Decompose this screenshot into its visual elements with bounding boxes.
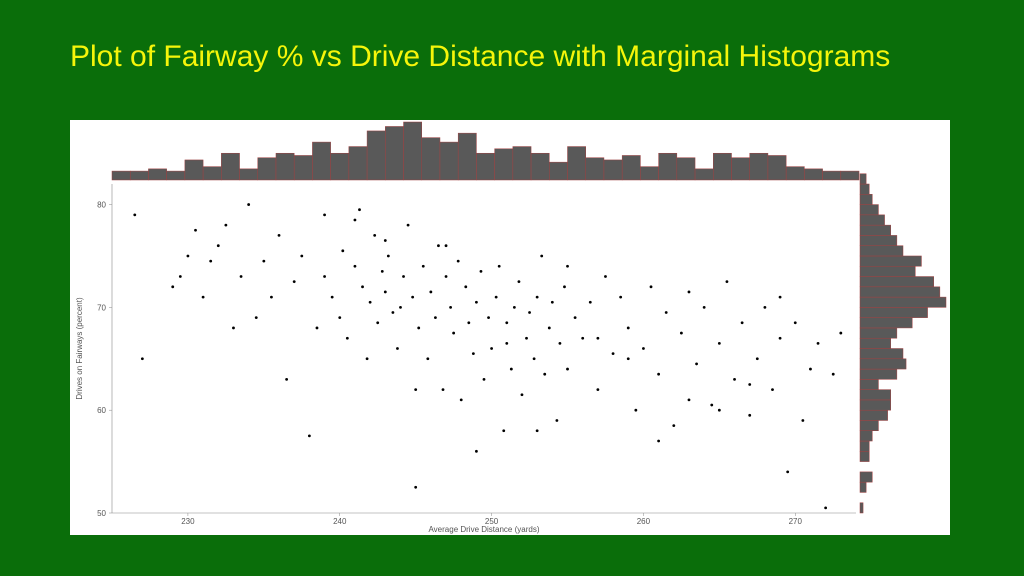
marginal-scatter-chart: 230240250260270Average Drive Distance (y… — [70, 120, 950, 535]
svg-text:80: 80 — [97, 201, 106, 210]
svg-text:70: 70 — [97, 303, 106, 312]
slide-title: Plot of Fairway % vs Drive Distance with… — [70, 40, 890, 74]
svg-text:260: 260 — [637, 517, 651, 526]
svg-text:270: 270 — [789, 517, 803, 526]
svg-text:240: 240 — [333, 517, 347, 526]
chart-container: 230240250260270Average Drive Distance (y… — [70, 120, 950, 535]
svg-text:50: 50 — [97, 509, 106, 518]
slide: Plot of Fairway % vs Drive Distance with… — [0, 0, 1024, 576]
svg-text:60: 60 — [97, 406, 106, 415]
svg-text:Average Drive Distance (yards): Average Drive Distance (yards) — [428, 525, 539, 534]
svg-text:Drives on Fairways (percent): Drives on Fairways (percent) — [75, 297, 84, 400]
svg-text:230: 230 — [181, 517, 195, 526]
